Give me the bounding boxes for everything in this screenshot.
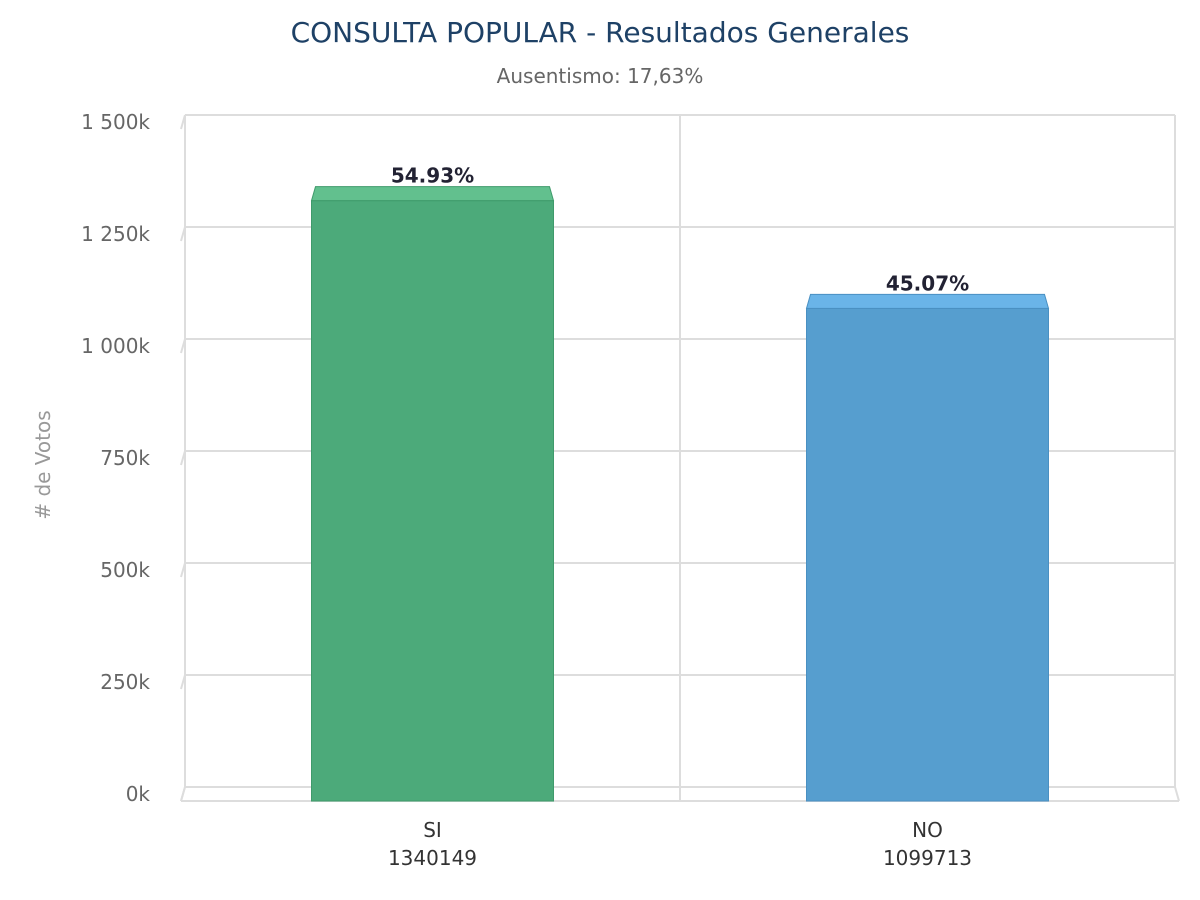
x-tick-label: NO [912,818,943,842]
chart-subtitle: Ausentismo: 17,63% [497,64,704,88]
y-tick-label: 1 500k [81,110,150,134]
x-tick-value-label: 1099713 [883,846,972,870]
y-tick-label: 750k [100,446,150,470]
bar-top-si [310,186,555,202]
bar-no[interactable] [806,307,1049,802]
y-axis-label: # de Votos [31,410,55,519]
x-axis-labels: SI 1340149 NO 1099713 [388,818,972,870]
x-tick-value-label: 1340149 [388,846,477,870]
x-gridline-depth [1174,786,1180,802]
bars: 54.93% 45.07% [310,164,1050,802]
y-axis-ticks: 0k 250k 500k 750k 1 000k 1 250k 1 500k [81,110,150,806]
data-label: 45.07% [886,271,969,295]
y-tick-label: 500k [100,558,150,582]
bar-si[interactable] [311,200,554,802]
chart-title: CONSULTA POPULAR - Resultados Generales [291,16,910,49]
x-gridline-depth [180,786,186,802]
data-label: 54.93% [391,164,474,188]
bar-top-no [805,293,1050,309]
y-tick-label: 250k [100,670,150,694]
y-tick-label: 0k [126,782,151,806]
y-tick-label: 1 000k [81,334,150,358]
x-tick-label: SI [423,818,442,842]
y-tick-label: 1 250k [81,222,150,246]
